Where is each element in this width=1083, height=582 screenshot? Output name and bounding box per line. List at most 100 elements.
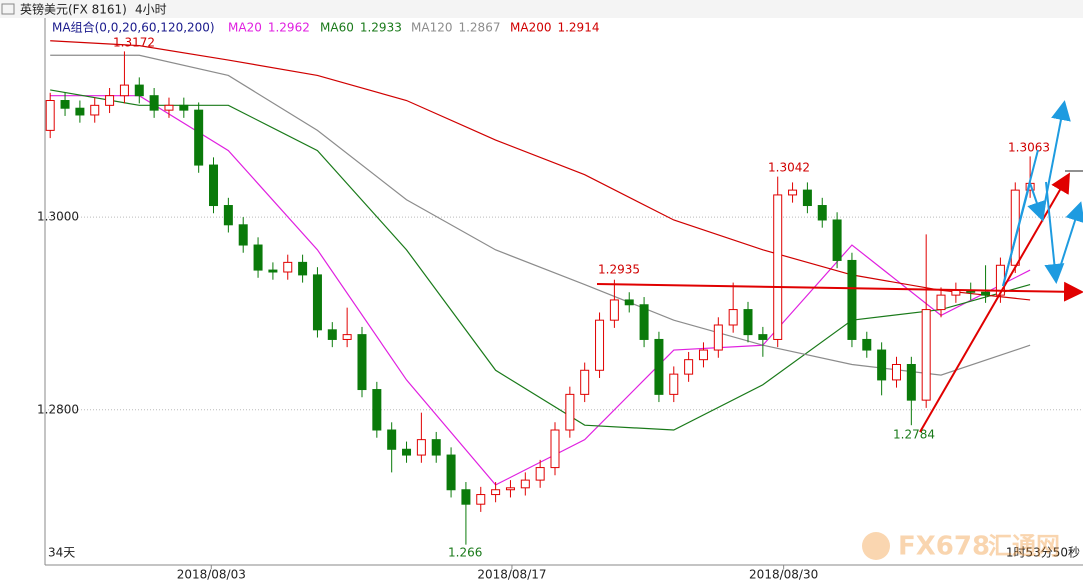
candle-body — [402, 448, 412, 456]
candle-body — [624, 299, 634, 306]
legend-value: 1.2914 — [557, 21, 599, 35]
legend-value: 1.2933 — [360, 21, 402, 35]
candle-body — [134, 84, 144, 97]
candle-body — [921, 309, 931, 401]
candle-body — [253, 244, 263, 271]
icon — [1, 3, 15, 15]
indicator[interactable]: MA组合(0,0,20,60,120,200) — [52, 20, 215, 35]
candle-body — [60, 100, 70, 109]
candle-body — [639, 304, 649, 340]
period[interactable]: 4小时 — [135, 3, 167, 17]
candle-body — [847, 259, 857, 340]
candle-body — [119, 84, 129, 97]
trend-line — [596, 281, 1083, 302]
legend-name: MA120 — [411, 21, 452, 35]
candle-body — [981, 291, 991, 296]
legend-name: MA20 — [228, 21, 262, 35]
arrow-path — [1027, 182, 1047, 222]
candle-body — [431, 439, 441, 456]
candle-body — [906, 363, 916, 401]
candle-body — [951, 289, 961, 296]
arrow-path — [1002, 149, 1039, 287]
candle-body — [327, 329, 337, 340]
candle-body — [832, 219, 842, 261]
candle-body — [580, 369, 590, 395]
candle-body — [298, 261, 308, 276]
footer-left: 34天 — [48, 546, 75, 560]
candle-body — [342, 334, 352, 340]
candle-body — [194, 109, 204, 166]
candle-body — [773, 194, 783, 340]
candle-body — [357, 334, 367, 391]
legend-value: 1.2867 — [458, 21, 500, 35]
watermark-name: 汇通网 — [988, 532, 1060, 560]
legend-name: MA60 — [320, 21, 354, 35]
low-label: 1.266 — [448, 546, 482, 560]
candle-body — [669, 373, 679, 395]
watermark: FX678 汇通网 — [862, 532, 1060, 562]
candle-body — [45, 100, 55, 131]
drawings — [596, 100, 1083, 433]
high-label: 1.3172 — [113, 36, 155, 50]
candle-body — [743, 309, 753, 336]
candle-body — [609, 299, 619, 321]
candle-body — [149, 95, 159, 111]
high-label: 1.3042 — [768, 161, 810, 175]
legend-name: MA200 — [510, 21, 551, 35]
candle-body — [728, 309, 738, 326]
candle-body — [535, 467, 545, 481]
y-tick-label: 1.2800 — [37, 402, 79, 416]
candle-body — [802, 189, 812, 207]
candle-body — [877, 349, 887, 381]
x-tick-label: 2018/08/17 — [477, 568, 546, 582]
arrow-path — [1044, 181, 1065, 284]
arrow-path — [1041, 100, 1071, 219]
candle-body — [223, 205, 233, 226]
candle-body — [698, 349, 708, 361]
candle-body — [936, 294, 946, 311]
ma-line — [50, 89, 1031, 431]
candle-body — [209, 164, 219, 207]
legend-value: 1.2962 — [268, 21, 310, 35]
candle-body — [505, 487, 515, 491]
x-tick-label: 2018/08/30 — [749, 568, 818, 582]
footer-right: 1时53分50秒 — [1006, 546, 1080, 560]
candle-body — [238, 224, 248, 246]
candle-body — [862, 338, 872, 351]
candle-body — [164, 104, 174, 111]
candle-body — [817, 205, 827, 221]
candle-body — [179, 104, 189, 111]
ma-line — [50, 40, 1031, 301]
candle-body — [446, 454, 456, 491]
watermark-brand: FX678 — [898, 532, 990, 562]
ma-line — [50, 54, 1031, 376]
candle-body — [372, 389, 382, 431]
candle-body — [684, 359, 694, 375]
candle-body — [491, 489, 501, 496]
candle-body — [565, 393, 575, 431]
title-bar — [0, 0, 1083, 18]
candle-body — [75, 107, 85, 116]
candle-body — [461, 489, 471, 505]
candle-body — [654, 338, 664, 395]
candle-body — [416, 439, 426, 456]
candle-body — [105, 95, 115, 106]
candle-body — [90, 104, 100, 116]
candle-body — [476, 494, 486, 505]
symbol-title: 英镑美元(FX 8161) — [20, 2, 127, 17]
y-tick-label: 1.3000 — [37, 210, 79, 224]
candle-body — [283, 261, 293, 273]
candle-body — [758, 334, 768, 340]
candle-body — [788, 189, 798, 196]
candle-body — [520, 479, 530, 489]
candle-body — [312, 274, 322, 331]
candle-body — [713, 324, 723, 351]
low-label: 1.2784 — [893, 428, 935, 442]
candle-body — [891, 363, 901, 381]
arrow-path — [1055, 201, 1083, 281]
x-tick-label: 2018/08/03 — [177, 568, 246, 582]
candle-body — [387, 429, 397, 450]
candle-body — [268, 269, 278, 273]
high-label: 1.3063 — [1008, 141, 1050, 155]
